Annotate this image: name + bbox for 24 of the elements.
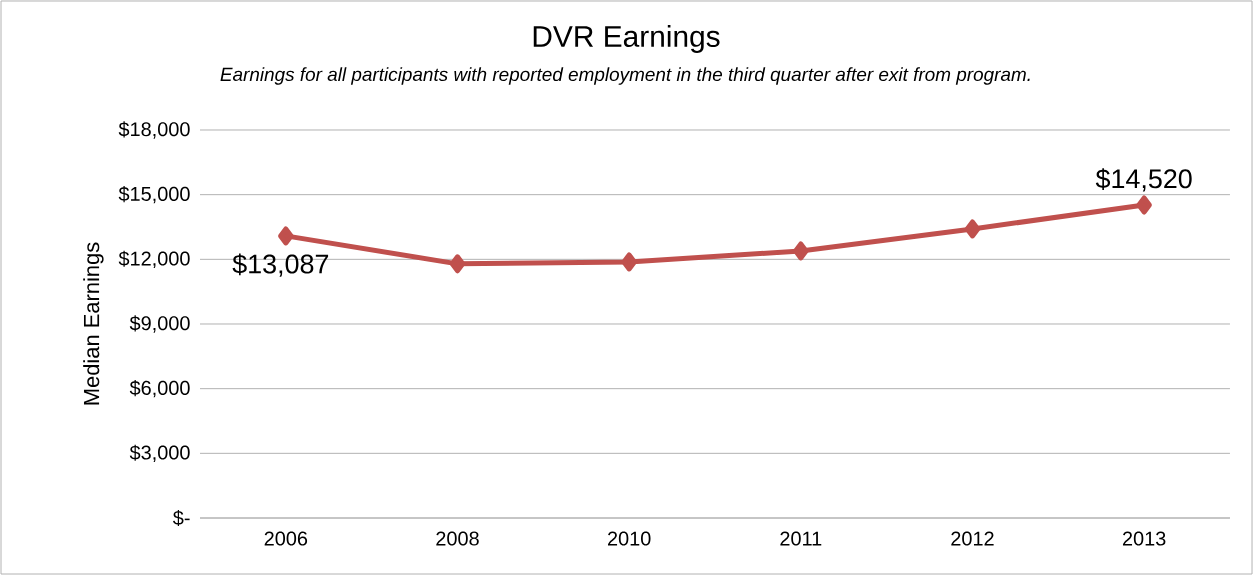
y-tick-label: $15,000 bbox=[118, 186, 190, 204]
x-tick-label: 2013 bbox=[1122, 531, 1166, 546]
data-label: $14,520 bbox=[1095, 168, 1192, 192]
x-tick-label: 2006 bbox=[264, 531, 308, 546]
y-axis-title: Median Earnings bbox=[83, 242, 104, 405]
y-tick-label: $- bbox=[172, 509, 190, 527]
data-label: $13,087 bbox=[232, 253, 329, 277]
chart-subtitle: Earnings for all participants with reported employment in the third quarter after exit from program. bbox=[220, 67, 1030, 85]
x-tick-label: 2010 bbox=[607, 531, 651, 546]
point bbox=[621, 252, 637, 272]
y-tick-label: $3,000 bbox=[129, 444, 190, 462]
y-tick-label: $6,000 bbox=[129, 380, 190, 398]
point bbox=[964, 219, 981, 239]
point bbox=[793, 241, 809, 261]
x-tick-label: 2011 bbox=[780, 531, 822, 546]
y-tick-label: $12,000 bbox=[118, 250, 190, 268]
point bbox=[449, 254, 466, 274]
point bbox=[1136, 195, 1152, 215]
point bbox=[278, 226, 294, 246]
y-tick-label: $18,000 bbox=[118, 121, 190, 139]
x-tick-label: 2012 bbox=[951, 531, 994, 546]
y-tick-label: $9,000 bbox=[129, 315, 190, 333]
chart-title: DVR Earnings bbox=[533, 25, 720, 53]
x-tick-label: 2008 bbox=[436, 531, 479, 546]
